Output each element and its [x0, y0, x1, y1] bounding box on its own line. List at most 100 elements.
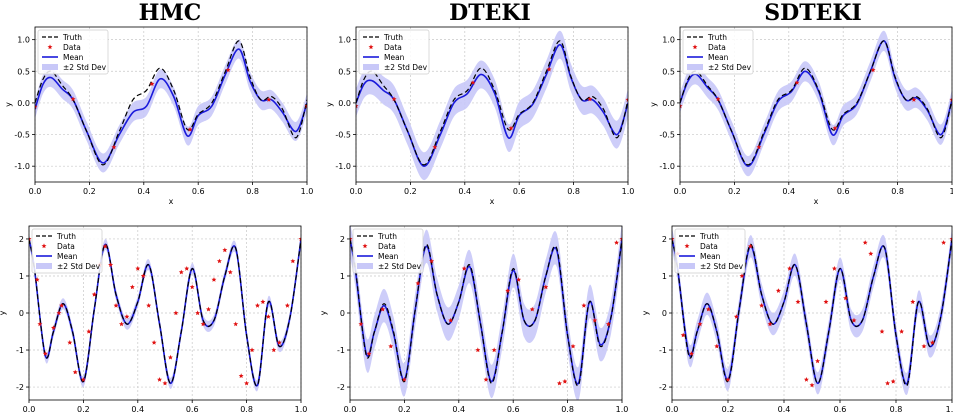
y-tick-label: -0.5	[335, 131, 351, 140]
chart-title-sdteki: SDTEKI	[764, 0, 862, 26]
plot-area	[29, 233, 301, 392]
y-tick-label: 0.0	[338, 99, 351, 108]
y-tick-label: -1	[659, 346, 667, 355]
x-tick-label: 0.0	[23, 405, 36, 414]
data-point	[255, 303, 260, 308]
truth-line	[680, 40, 952, 166]
x-tick-label: 0.0	[29, 187, 42, 196]
data-point	[910, 299, 916, 304]
x-tick-label: 0.6	[834, 405, 847, 414]
plot-area	[356, 30, 628, 181]
data-point	[483, 377, 489, 382]
data-point	[244, 380, 250, 386]
legend-box	[37, 29, 109, 75]
x-tick-label: 0.2	[728, 187, 741, 196]
y-tick-label: 1	[662, 272, 667, 281]
legend-truth-label: Truth	[707, 33, 727, 42]
x-tick-label: 0.8	[891, 187, 904, 196]
data-point	[173, 310, 179, 316]
data-point	[911, 97, 917, 102]
data-point	[119, 321, 124, 327]
data-point	[380, 306, 386, 312]
y-tick-label: 0	[340, 309, 345, 318]
data-point	[42, 351, 48, 356]
y-tick-label: -2	[659, 383, 667, 392]
y-tick-label: 0.0	[662, 99, 675, 108]
plot-area	[350, 226, 622, 400]
data-point	[929, 340, 935, 345]
legend-std-dev-label: ±2 Std Dev	[57, 262, 101, 271]
x-axis-label: x	[490, 197, 495, 206]
data-point	[162, 380, 168, 386]
data-point	[350, 236, 353, 242]
data-point	[756, 144, 762, 150]
data-point	[747, 243, 753, 249]
legend-mean-label: Mean	[378, 252, 399, 261]
std-dev-band	[350, 226, 622, 400]
data-point	[178, 269, 184, 275]
y-tick-label: -1	[16, 346, 24, 355]
data-point	[67, 340, 73, 345]
data-point	[787, 266, 793, 271]
axes-frame	[679, 26, 953, 183]
x-tick-label: 0.6	[837, 187, 850, 196]
data-point	[271, 347, 277, 353]
data-point	[140, 273, 146, 279]
x-tick-label: 1.0	[946, 405, 953, 414]
chart-title-dteki: DTEKI	[449, 0, 531, 26]
data-point	[581, 303, 587, 308]
data-point	[129, 284, 135, 290]
y-tick-label: 1.0	[662, 36, 675, 45]
data-point	[587, 96, 593, 102]
data-point	[689, 351, 695, 356]
data-point	[570, 343, 576, 349]
data-point	[725, 377, 731, 382]
data-point	[206, 306, 211, 312]
legend-std-dev-label: ±2 Std Dev	[708, 63, 752, 72]
data-point	[149, 81, 155, 86]
data-point	[714, 343, 720, 349]
x-tick-label: 1.0	[301, 187, 314, 196]
data-point	[809, 382, 815, 388]
plot-area	[35, 39, 307, 173]
data-point	[697, 321, 703, 327]
data-point	[102, 243, 108, 249]
x-tick-label: 1.0	[295, 405, 308, 414]
data-point	[831, 266, 837, 271]
data-point	[885, 380, 891, 386]
legend-data-swatch	[47, 44, 53, 50]
y-axis-label: y	[325, 102, 334, 107]
data-point	[111, 144, 117, 150]
truth-line	[35, 40, 307, 166]
data-point	[949, 236, 952, 242]
data-point	[815, 358, 821, 364]
y-tick-label: 2	[340, 235, 345, 244]
chart-title-hmc: HMC	[138, 0, 202, 26]
legend-truth-label: Truth	[383, 33, 403, 42]
y-tick-label: 1	[19, 272, 24, 281]
legend-data-label: Data	[384, 43, 402, 52]
legend-mean-label: Mean	[708, 53, 729, 62]
data-point	[705, 306, 711, 312]
x-tick-label: 0.2	[398, 405, 411, 414]
legend-truth-label: Truth	[699, 232, 719, 241]
legend-data-swatch	[368, 44, 374, 50]
data-point	[34, 277, 40, 282]
y-axis-label: y	[641, 310, 650, 315]
data-point	[108, 262, 114, 267]
legend-mean-label: Mean	[384, 53, 405, 62]
data-point	[260, 299, 266, 304]
data-point	[222, 247, 228, 253]
legend-data-swatch	[692, 44, 698, 50]
data-point	[680, 332, 686, 338]
x-tick-label: 0.4	[137, 187, 150, 196]
data-point	[80, 377, 86, 382]
data-point	[921, 343, 927, 349]
data-point	[37, 321, 43, 327]
x-tick-label: 0.4	[452, 405, 465, 414]
x-tick-label: 0.0	[350, 187, 363, 196]
data-point	[470, 80, 476, 85]
data-point	[941, 240, 947, 245]
